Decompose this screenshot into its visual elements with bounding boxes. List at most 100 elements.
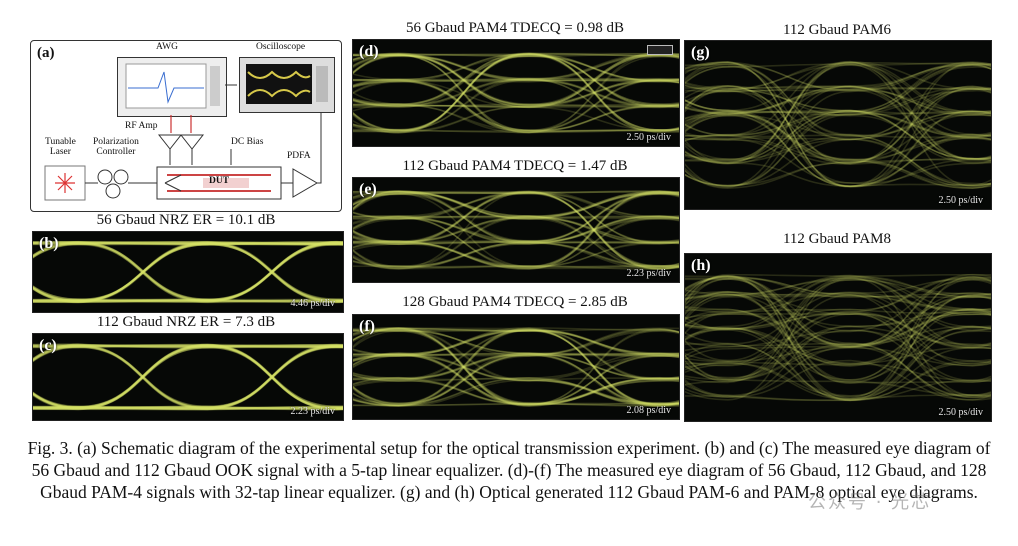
eye-trace bbox=[685, 109, 991, 184]
eye-trace bbox=[33, 343, 343, 361]
eye-trace bbox=[685, 276, 991, 381]
eye-trace bbox=[353, 327, 679, 408]
eye-trace bbox=[353, 53, 679, 109]
eye-trace bbox=[33, 344, 343, 349]
eye-trace bbox=[685, 63, 991, 187]
eye-trace bbox=[353, 104, 679, 132]
eye-trace bbox=[353, 328, 679, 406]
eye-trace bbox=[33, 343, 343, 411]
eye-trace bbox=[353, 54, 679, 107]
eye-trace bbox=[353, 328, 679, 406]
time-scale-h: 2.50 ps/div bbox=[938, 407, 983, 418]
dc-bias-label: DC Bias bbox=[231, 137, 264, 147]
eye-trace bbox=[353, 190, 679, 245]
eye-trace bbox=[33, 241, 343, 303]
eye-trace bbox=[33, 343, 343, 410]
eye-trace bbox=[33, 240, 343, 302]
eye-trace bbox=[33, 344, 343, 410]
eye-trace bbox=[685, 292, 991, 402]
eye-trace bbox=[33, 241, 343, 303]
oscilloscope-instrument bbox=[239, 57, 335, 113]
eye-trace bbox=[353, 190, 679, 268]
eye-trace bbox=[353, 327, 679, 357]
eye-trace bbox=[33, 346, 343, 411]
eye-trace bbox=[685, 325, 991, 380]
eye-trace bbox=[353, 53, 679, 134]
eye-trace bbox=[33, 344, 343, 410]
eye-trace bbox=[685, 290, 991, 382]
eye-trace bbox=[33, 345, 343, 410]
eye-trace bbox=[33, 344, 343, 409]
eye-trace bbox=[353, 329, 679, 406]
eye-trace bbox=[33, 344, 343, 411]
eye-trace bbox=[33, 343, 343, 411]
eye-trace bbox=[685, 110, 991, 164]
eye-trace bbox=[33, 343, 343, 411]
eye-trace bbox=[353, 215, 679, 245]
eye-trace bbox=[685, 279, 991, 352]
eye-trace bbox=[353, 53, 679, 131]
eye-trace bbox=[33, 392, 343, 411]
eye-trace bbox=[353, 329, 679, 407]
eye-trace bbox=[33, 345, 343, 363]
eye-trace bbox=[353, 52, 679, 105]
time-scale-e: 2.23 ps/div bbox=[626, 268, 671, 279]
eye-trace bbox=[353, 191, 679, 244]
eye-trace bbox=[353, 192, 679, 244]
eye-trace bbox=[353, 355, 679, 405]
eye-trace bbox=[685, 64, 991, 162]
eye-trace bbox=[33, 345, 343, 410]
eye-trace bbox=[33, 344, 343, 411]
oscilloscope-label: Oscilloscope bbox=[256, 42, 306, 52]
eye-trace bbox=[353, 52, 679, 109]
eye-trace bbox=[685, 64, 991, 140]
eye-trace bbox=[33, 242, 343, 304]
eye-trace bbox=[33, 345, 343, 410]
eye-trace bbox=[33, 241, 343, 302]
tunable-laser-label: Tunable Laser bbox=[45, 137, 76, 157]
panel-label-g: (g) bbox=[691, 44, 710, 61]
eye-trace bbox=[353, 79, 679, 133]
eye-trace bbox=[353, 328, 679, 407]
eye-trace bbox=[353, 354, 679, 407]
eye-trace bbox=[685, 62, 991, 188]
eye-trace bbox=[33, 242, 343, 304]
eye-trace bbox=[353, 352, 679, 406]
eye-trace bbox=[353, 326, 679, 404]
eye-trace bbox=[353, 53, 679, 134]
setup-schematic: (a) AWG Oscilloscope RF Amp DC Bias Tuna… bbox=[30, 40, 342, 212]
eye-trace bbox=[685, 61, 991, 115]
eye-trace bbox=[685, 114, 991, 188]
eye-trace bbox=[33, 242, 343, 303]
eye-trace bbox=[33, 344, 343, 410]
eye-trace bbox=[33, 242, 343, 301]
eye-trace bbox=[685, 111, 991, 137]
eye-trace bbox=[353, 328, 679, 407]
eye-trace bbox=[353, 191, 679, 222]
eye-trace bbox=[685, 63, 991, 164]
eye-trace bbox=[353, 54, 679, 108]
eye-trace bbox=[353, 53, 679, 132]
eye-trace bbox=[353, 190, 679, 220]
eye-trace bbox=[685, 106, 991, 189]
eye-trace bbox=[353, 216, 679, 268]
eye-trace bbox=[685, 325, 991, 397]
eye-trace bbox=[685, 82, 991, 160]
eye-traces-g bbox=[685, 60, 991, 189]
awg-instrument bbox=[117, 57, 227, 117]
eye-trace bbox=[685, 88, 991, 164]
eye-trace bbox=[353, 354, 679, 406]
eye-trace bbox=[685, 307, 991, 398]
eye-trace bbox=[353, 327, 679, 405]
eye-trace bbox=[353, 53, 679, 107]
eye-trace bbox=[33, 343, 343, 410]
eye-trace bbox=[685, 275, 991, 399]
eye-trace bbox=[685, 293, 991, 384]
eye-trace bbox=[685, 277, 991, 399]
eye-trace bbox=[685, 278, 991, 345]
eye-trace bbox=[353, 211, 679, 245]
eye-trace bbox=[685, 87, 991, 117]
eye-trace bbox=[353, 104, 679, 132]
eye-trace bbox=[353, 190, 679, 268]
eye-trace bbox=[353, 78, 679, 87]
